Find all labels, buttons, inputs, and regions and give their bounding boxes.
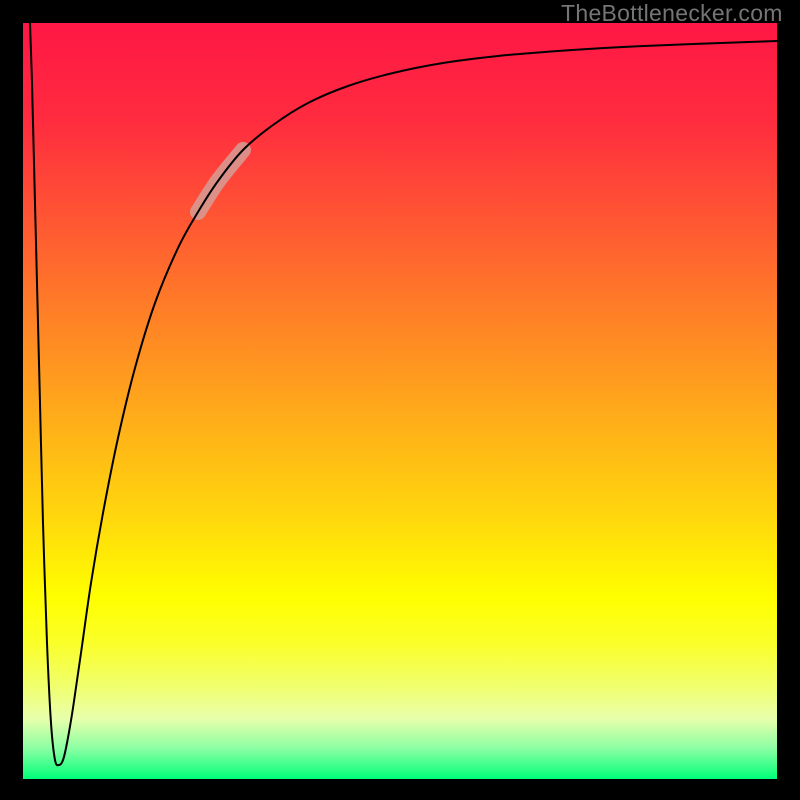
watermark-text: TheBottlenecker.com: [561, 0, 783, 27]
chart-svg: [0, 0, 800, 800]
plot-background: [23, 23, 777, 779]
bottleneck-chart: TheBottlenecker.com: [0, 0, 800, 800]
